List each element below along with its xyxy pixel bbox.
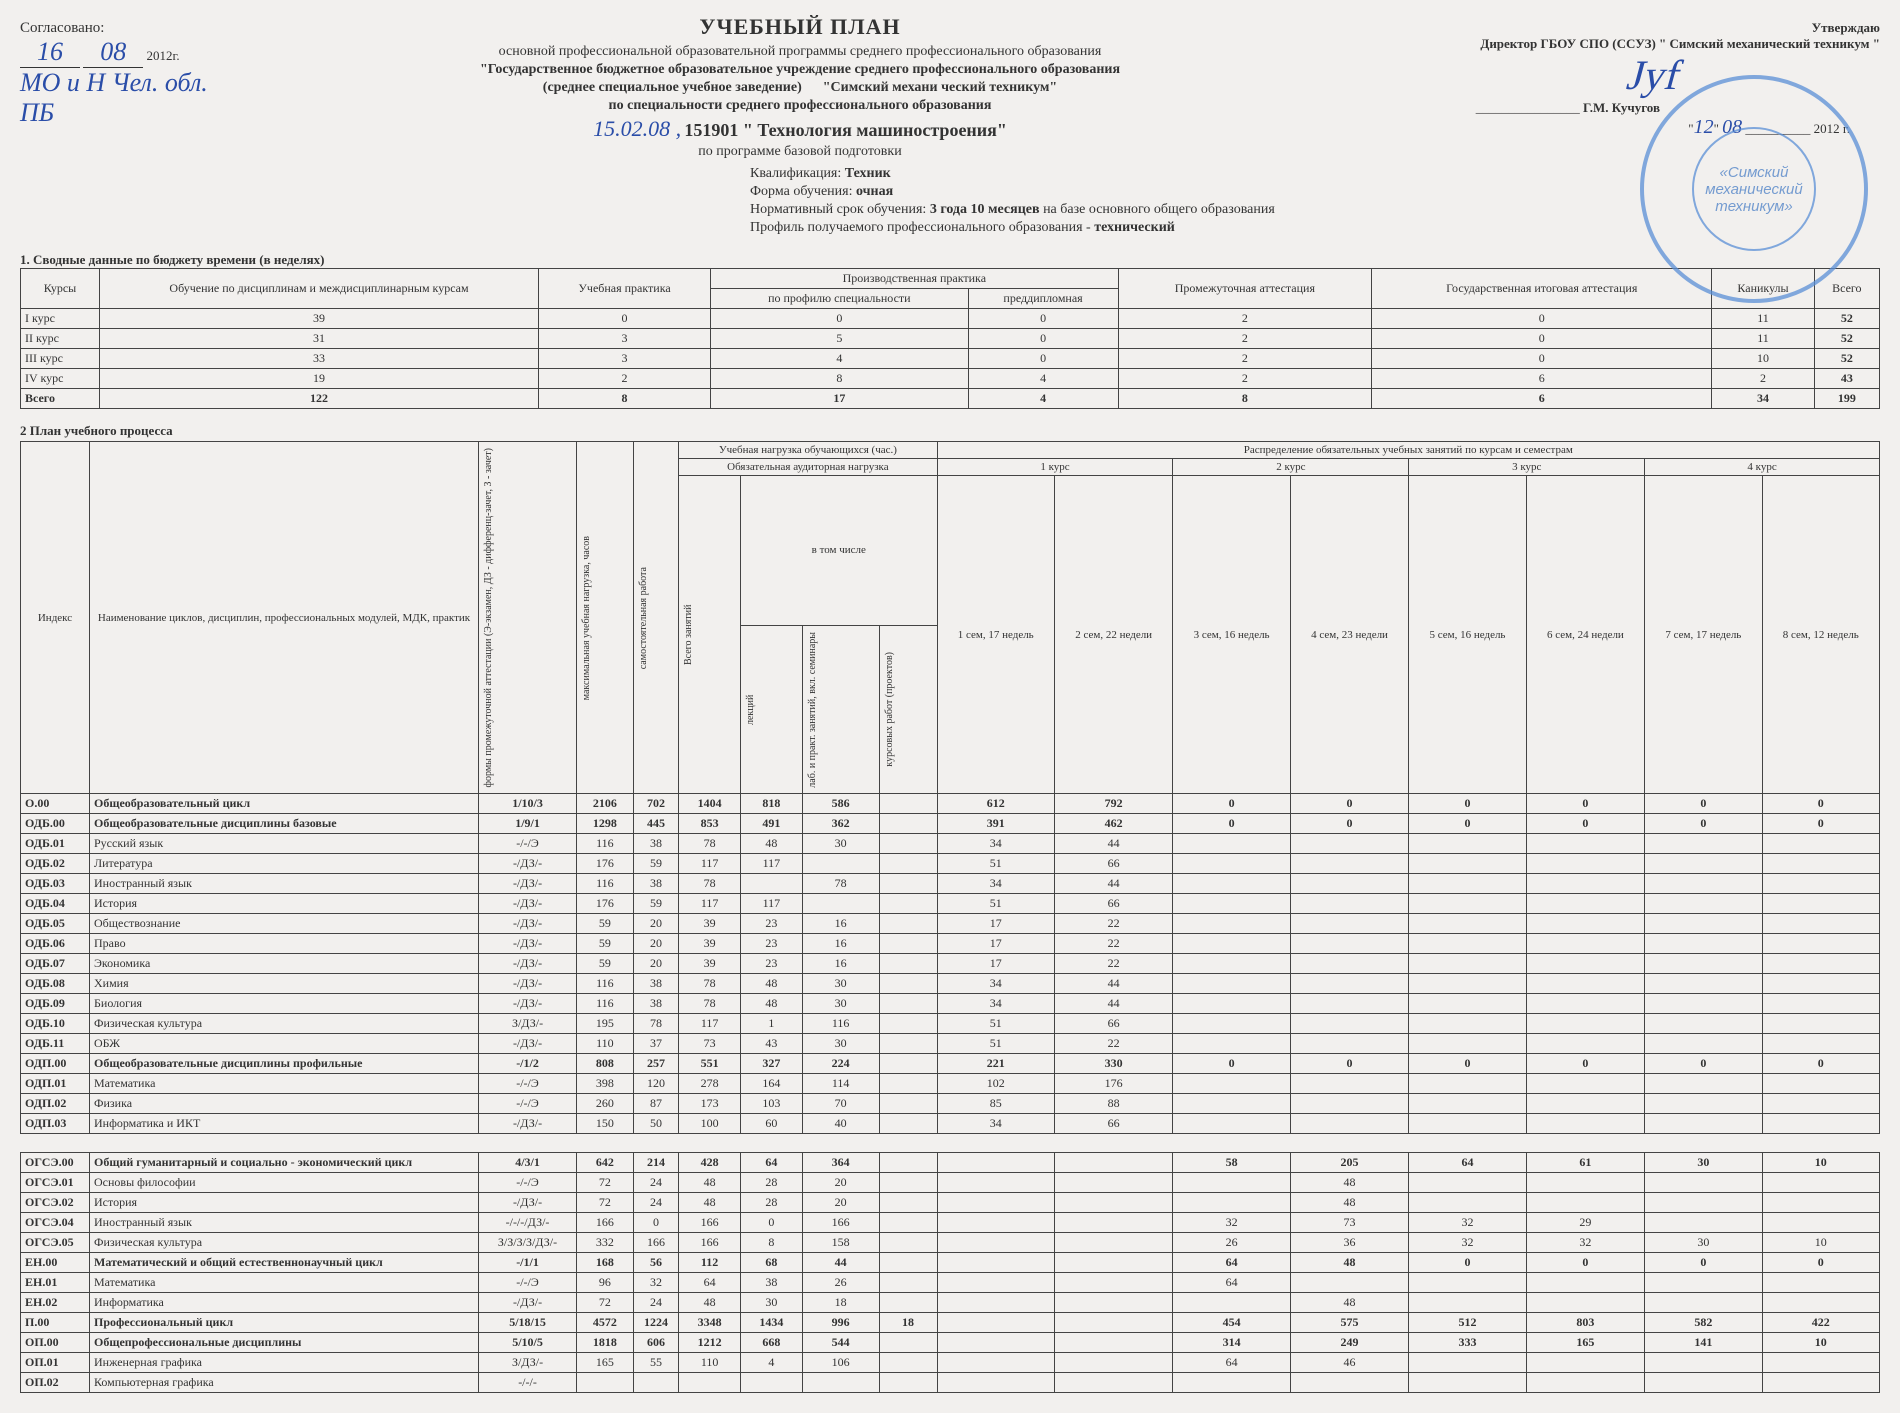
qual-label: Квалификация:	[750, 166, 841, 181]
curriculum-section-row: П.00Профессиональный цикл5/18/1545721224…	[21, 1313, 1880, 1333]
curriculum-row: ОДП.03Информатика и ИКТ-/ДЗ/-15050100604…	[21, 1114, 1880, 1134]
t2-h-s3: 3 сем, 16 недель	[1173, 476, 1290, 794]
t2-h-lab: лаб. и практ. занятий, вкл. семинары	[807, 628, 819, 792]
spec-code-handwritten: 15.02.08 ,	[593, 116, 681, 141]
t2-h-s8: 8 сем, 12 недель	[1762, 476, 1879, 794]
t1-h-up: Учебная практика	[539, 269, 711, 309]
summary-row-total: Всего12281748634199	[21, 389, 1880, 409]
curriculum-row: ОДП.01Математика-/-/Э3981202781641141021…	[21, 1074, 1880, 1094]
summary-row: III курс33340201052	[21, 349, 1880, 369]
t2-h-s1: 1 сем, 17 недель	[937, 476, 1054, 794]
t2-h-max: максимальная учебная нагрузка, часов	[581, 532, 593, 704]
t2-h-s5: 5 сем, 16 недель	[1409, 476, 1526, 794]
curriculum-row: ОДБ.08Химия-/ДЗ/-116387848303444	[21, 974, 1880, 994]
curriculum-row: ОГСЭ.01Основы философии-/-/Э722448282048	[21, 1173, 1880, 1193]
term-value: 3 года 10 месяцев	[930, 202, 1040, 217]
curriculum-row: ОДБ.07Экономика-/ДЗ/-59203923161722	[21, 954, 1880, 974]
curriculum-row: ОДБ.09Биология-/ДЗ/-116387848303444	[21, 994, 1880, 1014]
t2-h-k3: 3 курс	[1409, 459, 1645, 476]
agreed-label: Согласовано:	[20, 20, 320, 37]
director-line: Директор ГБОУ СПО (ССУЗ) " Симский механ…	[1280, 36, 1880, 52]
t2-h-self: самостоятельная работа	[638, 563, 650, 673]
t1-h-train: Обучение по дисциплинам и междисциплинар…	[100, 269, 539, 309]
t2-h-lec: лекций	[745, 663, 757, 756]
t2-h-k1: 1 курс	[937, 459, 1173, 476]
program-base: по программе базовой подготовки	[320, 144, 1280, 160]
left-date-month: 08	[83, 37, 143, 68]
institution-line-2b: "Симский механи ческий техникум"	[823, 80, 1057, 95]
curriculum-row: ОГСЭ.05Физическая культураЗ/З/З/З/ДЗ/-33…	[21, 1233, 1880, 1253]
left-date-day: 16	[20, 37, 80, 68]
t1-h-course: Курсы	[21, 269, 100, 309]
section-2-title: 2 План учебного процесса	[20, 423, 1880, 439]
curriculum-row: ОДБ.10Физическая культураЗ/ДЗ/-195781171…	[21, 1014, 1880, 1034]
t2-h-idx: Индекс	[21, 442, 90, 794]
curriculum-row: ОДП.02Физика-/-/Э26087173103708588	[21, 1094, 1880, 1114]
curriculum-row: ОДБ.11ОБЖ-/ДЗ/-110377343305122	[21, 1034, 1880, 1054]
curriculum-row	[21, 1134, 1880, 1153]
t2-h-kp: курсовых работ (проектов)	[884, 648, 896, 771]
curriculum-row: ОДБ.05Обществознание-/ДЗ/-59203923161722	[21, 914, 1880, 934]
form-label: Форма обучения:	[750, 184, 852, 199]
t2-h-incl: в том числе	[740, 476, 937, 626]
institution-line-2a: (среднее специальное учебное заведение)	[543, 80, 802, 95]
t2-h-s2: 2 сем, 22 недели	[1054, 476, 1173, 794]
curriculum-section-row: О.00Общеобразовательный цикл1/10/3210670…	[21, 794, 1880, 814]
term-tail: на базе основного общего образования	[1043, 202, 1275, 217]
curriculum-section-row: ЕН.00Математический и общий естественнон…	[21, 1253, 1880, 1273]
summary-row: IV курс1928426243	[21, 369, 1880, 389]
section-1-title: 1. Сводные данные по бюджету времени (в …	[20, 252, 1880, 268]
t2-h-s7: 7 сем, 17 недель	[1645, 476, 1762, 794]
summary-row: I курс39000201152	[21, 309, 1880, 329]
speciality-line: по специальности среднего профессиональн…	[320, 98, 1280, 114]
summary-table: Курсы Обучение по дисциплинам и междисци…	[20, 268, 1880, 409]
t1-h-pp: Производственная практика	[711, 269, 1118, 289]
t2-h-oblig: Обязательная аудиторная нагрузка	[679, 459, 937, 476]
profile-label: Профиль получаемого профессионального об…	[750, 220, 1091, 235]
spec-code: 151901 " Технология машиностроения"	[684, 120, 1007, 140]
t2-h-s4: 4 сем, 23 недели	[1290, 476, 1409, 794]
left-hand-note-2: ПБ	[20, 98, 320, 128]
t2-h-k2: 2 курс	[1173, 459, 1409, 476]
summary-row: II курс31350201152	[21, 329, 1880, 349]
qual-value: Техник	[845, 166, 891, 181]
approve-label: Утверждаю	[1280, 20, 1880, 36]
doc-subtitle-1: основной профессиональной образовательно…	[320, 44, 1280, 60]
curriculum-row: ЕН.02Информатика-/ДЗ/-722448301848	[21, 1293, 1880, 1313]
t2-h-dist: Распределение обязательных учебных занят…	[937, 442, 1879, 459]
left-hand-note-1: МО и Н Чел. обл.	[20, 68, 320, 98]
doc-title: УЧЕБНЫЙ ПЛАН	[320, 14, 1280, 40]
curriculum-row: ОГСЭ.04Иностранный язык-/-/-/ДЗ/-1660166…	[21, 1213, 1880, 1233]
curriculum-row: ОДБ.06Право-/ДЗ/-59203923161722	[21, 934, 1880, 954]
curriculum-row: ОДБ.04История-/ДЗ/-176591171175166	[21, 894, 1880, 914]
curriculum-row: ОДБ.03Иностранный язык-/ДЗ/-116387878344…	[21, 874, 1880, 894]
curriculum-section-row: ОДП.00Общеобразовательные дисциплины про…	[21, 1054, 1880, 1074]
t2-h-att: формы промежуточной аттестации (Э-экзаме…	[483, 444, 495, 791]
t2-h-k4: 4 курс	[1645, 459, 1880, 476]
curriculum-row: ОДБ.02Литература-/ДЗ/-176591171175166	[21, 854, 1880, 874]
curriculum-row: ОП.01Инженерная графикаЗ/ДЗ/-16555110410…	[21, 1353, 1880, 1373]
profile-value: технический	[1094, 220, 1175, 235]
institution-line-1: "Государственное бюджетное образовательн…	[320, 62, 1280, 78]
curriculum-table: Индекс Наименование циклов, дисциплин, п…	[20, 441, 1880, 1393]
curriculum-row: ОДБ.01Русский язык-/-/Э116387848303444	[21, 834, 1880, 854]
t1-h-pp1: по профилю специальности	[711, 289, 968, 309]
t2-h-name: Наименование циклов, дисциплин, професси…	[90, 442, 479, 794]
term-label: Нормативный срок обучения:	[750, 202, 926, 217]
curriculum-row: ОП.02Компьютерная графика-/-/-	[21, 1373, 1880, 1393]
curriculum-section-row: ОГСЭ.00Общий гуманитарный и социально - …	[21, 1153, 1880, 1173]
form-value: очная	[856, 184, 893, 199]
left-year: 2012г.	[147, 48, 180, 63]
curriculum-section-row: ОДБ.00Общеобразовательные дисциплины баз…	[21, 814, 1880, 834]
t2-h-tot: Всего занятий	[683, 588, 695, 681]
curriculum-row: ОГСЭ.02История-/ДЗ/-722448282048	[21, 1193, 1880, 1213]
stamp-icon: «Симский механический техникум»	[1640, 75, 1860, 295]
t1-h-pp2: преддипломная	[968, 289, 1118, 309]
t1-h-pa: Промежуточная аттестация	[1118, 269, 1372, 309]
t2-h-load: Учебная нагрузка обучающихся (час.)	[679, 442, 937, 459]
t2-h-s6: 6 сем, 24 недели	[1526, 476, 1645, 794]
curriculum-row: ЕН.01Математика-/-/Э963264382664	[21, 1273, 1880, 1293]
